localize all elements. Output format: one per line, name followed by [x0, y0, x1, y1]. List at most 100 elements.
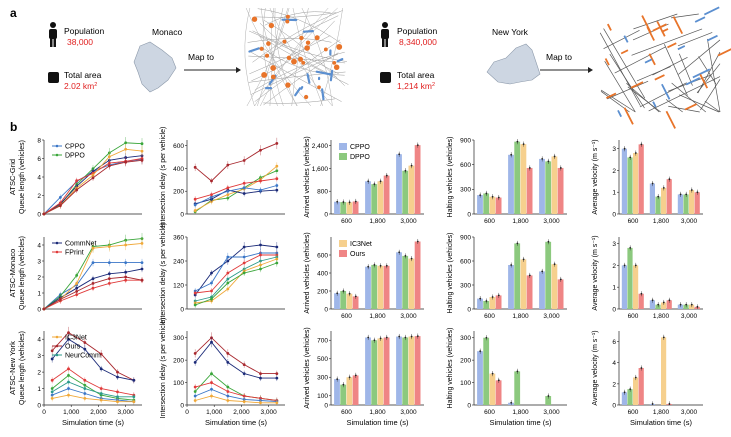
bar-point: [336, 378, 339, 380]
road-segment-colored: [605, 92, 617, 99]
y-tick-label: 0: [37, 306, 41, 313]
series-line-fprint: [195, 254, 277, 294]
data-point-ours: [99, 352, 103, 356]
bar-cppo: [621, 148, 627, 214]
y-axis-label: Halting vehicles (vehicles): [447, 137, 454, 218]
data-point-dppo: [124, 141, 128, 145]
y-tick-label: 4: [37, 174, 41, 181]
bar-ours: [638, 144, 644, 214]
y-tick-label: 3: [37, 353, 41, 360]
road-segment-colored: [692, 68, 711, 79]
bar-ours: [638, 368, 644, 405]
y-tick-label: 200: [173, 189, 184, 196]
y-tick-label: 400: [317, 270, 328, 277]
road-line: [252, 10, 343, 63]
bar-point: [522, 258, 525, 261]
legend-marker: [55, 250, 59, 254]
road-segment-colored: [684, 103, 697, 111]
data-point-ours: [242, 363, 246, 367]
intersection-node: [270, 65, 277, 71]
data-point-commnet: [259, 243, 262, 247]
bar-ic3net: [633, 265, 639, 309]
bar-ic3net: [689, 190, 695, 214]
legend-label: Ours: [350, 251, 366, 258]
road-segment-colored: [623, 35, 629, 43]
bar-dppo: [340, 202, 347, 214]
bar-cppo: [677, 194, 683, 214]
data-point-commnet: [140, 267, 144, 271]
data-point-ours: [75, 290, 79, 293]
data-point-ic3net: [275, 257, 279, 261]
road-line: [246, 7, 290, 107]
right-population-value: 8,340,000: [399, 37, 437, 47]
x-tick-label: 3,000: [681, 218, 698, 225]
data-point-ours: [58, 204, 62, 208]
bar-cppo: [508, 154, 514, 214]
x-tick-label: 3,000: [400, 313, 417, 320]
legend-label: IC3Net: [350, 241, 372, 248]
y-tick-label: 300: [460, 335, 471, 342]
road-line: [263, 98, 336, 104]
bar-point: [342, 383, 345, 386]
data-point-fprint: [242, 181, 246, 185]
bar-ours: [638, 293, 644, 309]
bar-point: [547, 395, 550, 397]
road-line: [678, 53, 693, 86]
y-tick-label: 1: [37, 386, 41, 393]
chart-ny-arrived: 0 100 300 500 700 Arrived vehicles (vehicles)…: [304, 327, 424, 427]
right-map-to-label: Map to: [546, 52, 572, 62]
road-line: [696, 63, 721, 94]
bar-point: [662, 301, 665, 304]
series-line-commnet: [43, 155, 143, 215]
data-point-ic3net: [132, 400, 136, 404]
data-point-ic3net: [50, 397, 54, 400]
data-point-ours: [116, 370, 119, 374]
bar-ic3net: [633, 377, 639, 405]
y-axis-label: Intersection delay (s per vehicle): [160, 223, 167, 324]
bar-dppo: [514, 243, 521, 309]
road-segment-colored: [652, 101, 657, 108]
data-point-fprint: [116, 390, 119, 394]
bar-point: [623, 147, 626, 150]
bar-ic3net: [489, 373, 496, 405]
bar-point: [541, 158, 544, 160]
x-axis-label: Simulation time (s): [630, 418, 693, 427]
y-tick-label: 0: [324, 306, 328, 313]
bar-point: [404, 255, 407, 257]
bar-dppo: [655, 196, 661, 214]
road-line: [679, 94, 720, 113]
bar-point: [410, 164, 413, 167]
data-point-commnet: [67, 337, 70, 341]
data-point-neurcomm: [132, 395, 136, 399]
bar-point: [385, 336, 388, 339]
data-point-fprint: [193, 385, 197, 389]
data-point-fprint: [75, 179, 79, 183]
data-point-cppo: [226, 255, 230, 259]
y-tick-label: 600: [173, 143, 184, 150]
x-tick-label: 1,800: [369, 218, 386, 225]
bar-ic3net: [346, 377, 353, 405]
data-point-ic3net: [75, 282, 79, 285]
data-point-commnet: [124, 270, 128, 274]
intersection-node: [266, 41, 271, 46]
bar-ours: [414, 241, 421, 309]
road-line: [247, 38, 332, 43]
y-axis-label: Queue length (vehicles): [19, 331, 26, 405]
road-line: [636, 66, 671, 82]
data-point-dppo: [242, 271, 246, 275]
area-square-icon-right: [380, 72, 391, 83]
y-tick-label: 300: [460, 187, 471, 194]
data-point-dppo: [275, 169, 279, 173]
data-point-commnet: [275, 188, 279, 192]
legend-label: IC3Net: [65, 334, 87, 341]
right-arrow-icon: [540, 67, 593, 73]
bar-ic3net: [551, 156, 558, 214]
data-point-cppo: [83, 392, 87, 395]
data-point-fprint: [210, 289, 213, 293]
right-area-label: Total area: [397, 70, 435, 80]
data-point-ours: [107, 164, 111, 168]
y-tick-label: 0: [612, 211, 616, 218]
bar-cppo: [477, 195, 483, 214]
y-tick-label: 600: [460, 162, 471, 169]
data-point-commnet: [83, 347, 87, 351]
